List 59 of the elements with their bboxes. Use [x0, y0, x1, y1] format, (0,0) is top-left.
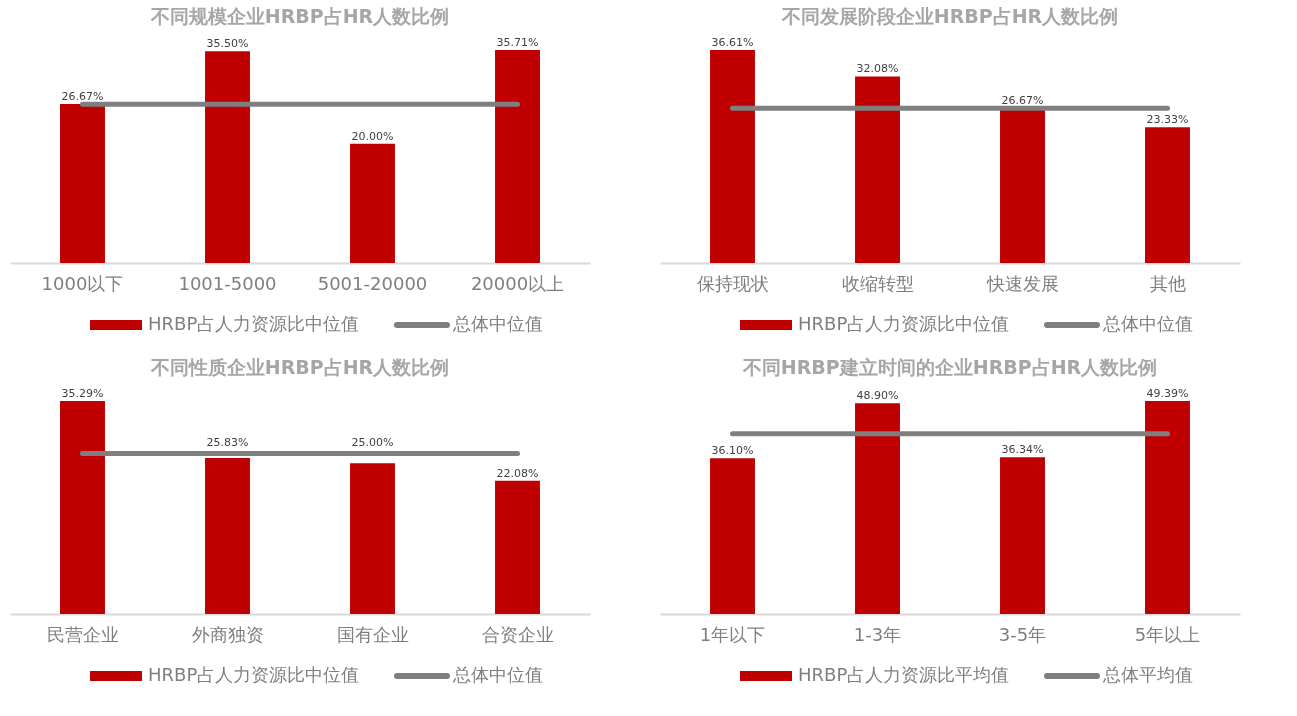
data-label: 35.71%	[496, 36, 539, 50]
bar	[60, 103, 105, 263]
x-tick-label: 外商独资	[191, 623, 264, 645]
chart-title: 不同规模企业HRBP占HR人数比例	[149, 5, 450, 27]
bar	[1145, 401, 1190, 614]
bar	[1145, 127, 1190, 263]
data-label: 32.08%	[856, 62, 899, 76]
x-tick-label: 20000以上	[470, 272, 565, 294]
x-tick-label: 其他	[1149, 272, 1186, 294]
data-label: 25.00%	[351, 436, 394, 450]
x-tick-label: 保持现状	[696, 272, 769, 294]
chart-title: 不同发展阶段企业HRBP占HR人数比例	[780, 5, 1119, 27]
x-tick-label: 5年以上	[1134, 623, 1201, 645]
bar	[710, 458, 755, 614]
x-tick-label: 收缩转型	[841, 272, 914, 294]
x-tick-label: 1001-5000	[178, 272, 277, 294]
data-label: 26.67%	[1001, 93, 1044, 107]
data-label: 49.39%	[1146, 387, 1189, 401]
data-label: 20.00%	[351, 129, 394, 143]
bar	[205, 51, 250, 263]
legend-label: 总体中位值	[1102, 313, 1193, 334]
bar	[495, 50, 540, 263]
bar	[350, 463, 395, 614]
data-label: 22.08%	[496, 466, 539, 480]
bar	[60, 401, 105, 614]
legend-label: HRBP占人力资源比平均值	[798, 664, 1010, 685]
bar	[205, 458, 250, 614]
data-label: 36.34%	[1001, 443, 1044, 457]
x-tick-label: 快速发展	[985, 272, 1059, 294]
bar	[1000, 457, 1045, 614]
bar	[855, 403, 900, 614]
legend-label: HRBP占人力资源比中位值	[148, 313, 360, 334]
x-tick-label: 合资企业	[481, 623, 554, 645]
legend-label: 总体中位值	[452, 664, 543, 685]
legend-label: 总体中位值	[452, 313, 543, 334]
x-tick-label: 5001-20000	[317, 272, 428, 294]
x-tick-label: 1-3年	[853, 623, 902, 645]
legend-label: HRBP占人力资源比中位值	[148, 664, 360, 685]
data-label: 25.83%	[206, 436, 249, 450]
x-tick-label: 1年以下	[699, 623, 766, 645]
data-label: 36.10%	[711, 444, 754, 458]
legend-label: HRBP占人力资源比中位值	[798, 313, 1010, 334]
data-label: 26.67%	[61, 89, 104, 103]
data-label: 36.61%	[711, 36, 754, 50]
legend-label: 总体平均值	[1102, 664, 1193, 685]
chart-title: 不同性质企业HRBP占HR人数比例	[149, 356, 450, 378]
data-label: 35.29%	[61, 387, 104, 401]
bar	[495, 480, 540, 614]
x-tick-label: 3-5年	[998, 623, 1047, 645]
bar	[855, 76, 900, 263]
bar	[350, 143, 395, 263]
bar	[710, 50, 755, 263]
x-tick-label: 1000以下	[41, 272, 124, 294]
data-label: 48.90%	[856, 389, 899, 403]
x-tick-label: 国有企业	[336, 623, 409, 645]
chart-title: 不同HRBP建立时间的企业HRBP占HR人数比例	[741, 356, 1158, 378]
x-tick-label: 民营企业	[46, 623, 119, 645]
data-label: 35.50%	[206, 37, 249, 51]
data-label: 23.33%	[1146, 113, 1189, 127]
